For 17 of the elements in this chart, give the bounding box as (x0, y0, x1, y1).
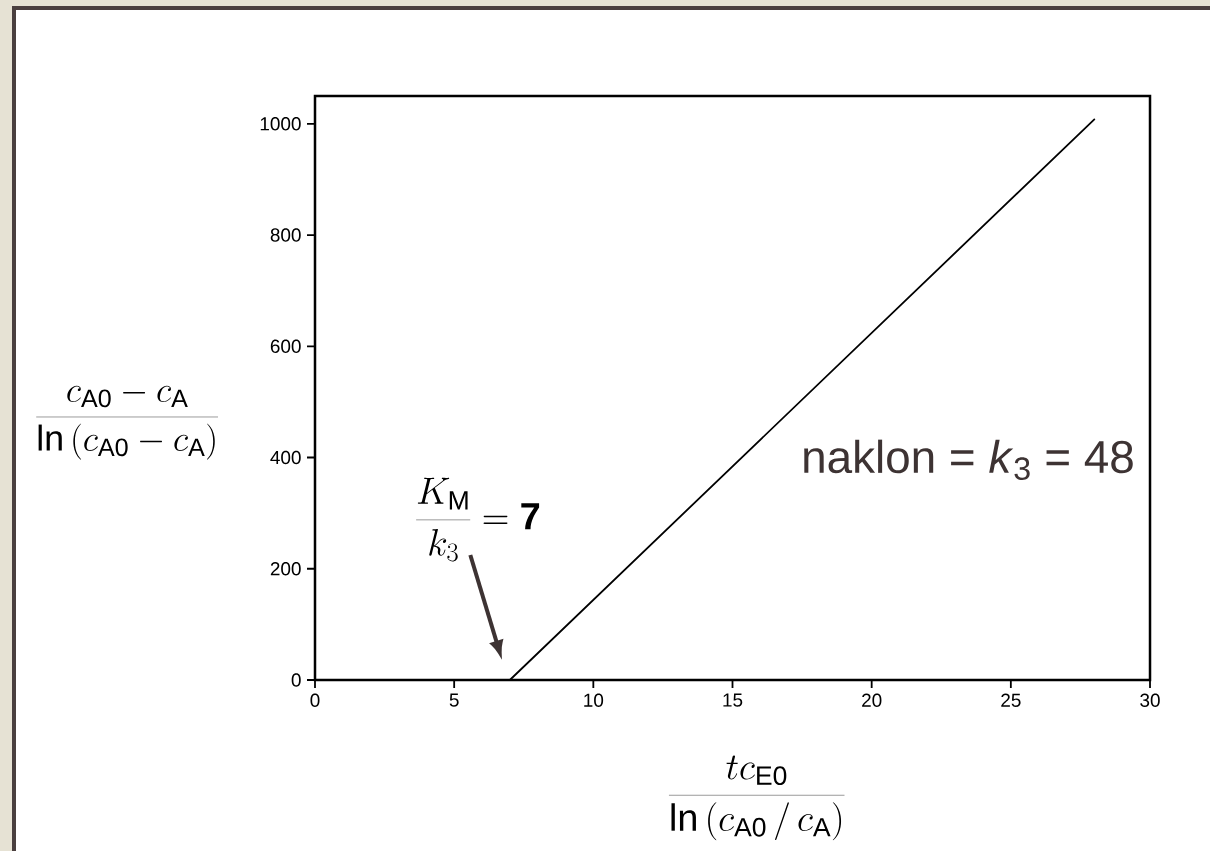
y-tick-label: 400 (270, 450, 301, 465)
y-tick-label: 200 (270, 562, 301, 576)
x-tick-label: 10 (584, 693, 604, 707)
x-tick-label: 25 (1001, 693, 1021, 707)
x-tick-label: 5 (449, 693, 459, 707)
x-tick-label: 0 (310, 693, 320, 707)
x-tick-label: 15 (723, 693, 743, 707)
y-tick-label: 1000 (260, 117, 301, 131)
x-axis-title: $\frac{tc_{\mathrm{E0}}}{\ln\left(c_{\mathrm{A0}}\,/\,c_{\mathrm{A}}\right)}$ (668, 755, 845, 841)
y-tick-label: 600 (270, 339, 301, 353)
annotation: naklon = k$_{3}$ = 48 (804, 439, 1133, 481)
y-axis-title: $\frac{c_{\mathrm{A0}}-c_{\mathrm{A}}}{\ln\left(c_{\mathrm{A0}}-c_{\mathrm{A}}\right)}$ (36, 385, 219, 460)
x-tick-label: 20 (862, 693, 882, 707)
x-tick-label: 30 (1140, 693, 1160, 707)
y-tick-label: 0 (291, 673, 301, 687)
y-tick-label: 800 (270, 228, 301, 242)
annotation: $\frac{K_{\mathrm{M}}}{k_{3}}=\mathbf{7}$ (416, 477, 540, 562)
